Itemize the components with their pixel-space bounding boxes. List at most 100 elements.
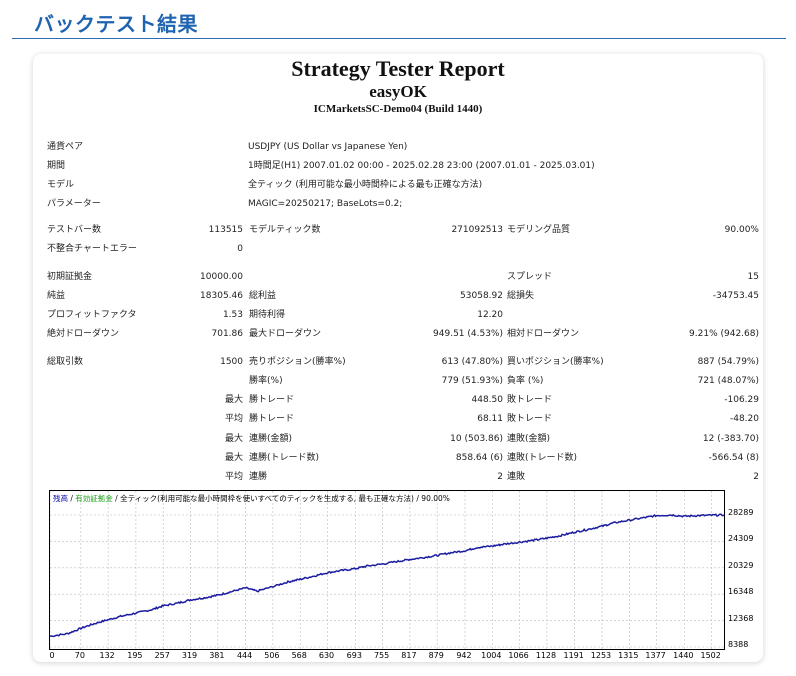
spread-label: スプレッド: [507, 272, 553, 282]
expected-payoff-label: 期待利得: [249, 310, 286, 320]
x-tick-label-24: 1502: [700, 651, 721, 660]
avg-label-2: 平均: [224, 472, 243, 482]
profit-factor-value: 1.53: [222, 310, 243, 320]
consec-win-amount-label: 連勝(金額): [249, 434, 293, 444]
bars-value: 113515: [208, 225, 243, 235]
legend-equity: 有効証拠金: [75, 494, 113, 503]
consec-win-count-value: 858.64 (6): [455, 453, 503, 463]
expected-payoff-value: 12.20: [477, 310, 503, 320]
quality-label: モデリング品質: [507, 225, 571, 235]
rel-drawdown-label: 相対ドローダウン: [507, 329, 580, 339]
x-tick-label-13: 817: [401, 651, 417, 660]
info-value-period: 1時間足(H1) 2007.01.02 00:00 - 2025.02.28 2…: [248, 161, 595, 171]
avg-loss-trade-value: -48.20: [729, 414, 759, 424]
legend-quality: 90.00%: [421, 494, 450, 503]
info-value-model: 全ティック (利用可能な最小時間枠による最も正確な方法): [248, 180, 483, 190]
balance-series-line: [50, 513, 724, 638]
win-streak-label: 連勝: [249, 472, 268, 482]
info-label-period: 期間: [47, 161, 66, 171]
info-value-parameters: MAGIC=20250217; BaseLots=0.2;: [248, 199, 403, 209]
legend-sep-2: /: [112, 494, 121, 503]
x-tick-label-6: 381: [209, 651, 225, 660]
short-positions-value: 613 (47.80%): [441, 357, 503, 367]
y-tick-label-2: 16348: [728, 587, 754, 597]
quality-value: 90.00%: [724, 225, 759, 235]
y-tick-label-3: 20329: [728, 560, 754, 570]
consec-win-count-label: 連勝(トレード数): [249, 453, 320, 463]
consec-loss-count-label: 連敗(トレード数): [507, 453, 578, 463]
server-build: ICMarketsSC-Demo04 (Build 1440): [313, 103, 483, 115]
gross-loss-value: -34753.45: [712, 291, 759, 301]
consec-win-amount-value: 10 (503.86): [450, 434, 503, 444]
max-drawdown-value: 949.51 (4.53%): [433, 329, 503, 339]
avg-win-trade-label: 勝トレード: [249, 414, 295, 424]
legend-sep-3: /: [414, 494, 422, 503]
x-tick-label-14: 879: [428, 651, 444, 660]
avg-label-1: 平均: [224, 414, 243, 424]
max-loss-trade-label: 敗トレード: [507, 395, 553, 405]
legend-balance: 残高: [53, 494, 68, 503]
y-tick-label-0: 8388: [728, 640, 749, 649]
profit-factor-label: プロフィットファクタ: [47, 310, 137, 320]
gross-loss-label: 総損失: [507, 291, 535, 301]
long-positions-label: 買いポジション(勝率%): [507, 357, 604, 367]
max-loss-trade-value: -106.29: [724, 395, 759, 405]
spread-value: 15: [747, 272, 759, 282]
chart-legend: 残高 / 有効証拠金 / 全ティック(利用可能な最小時間枠を使いすべてのティック…: [53, 493, 450, 504]
max-label-2: 最大: [224, 434, 243, 444]
mismatch-label: 不整合チャートエラー: [47, 244, 137, 254]
y-tick-label-5: 28289: [728, 508, 754, 517]
short-positions-label: 売りポジション(勝率%): [249, 357, 346, 367]
info-label-parameters: パラメーター: [47, 199, 101, 209]
long-positions-value: 887 (54.79%): [697, 357, 759, 367]
info-label-symbol: 通貨ペア: [47, 142, 84, 152]
page-title: バックテスト結果: [34, 12, 198, 36]
x-tick-label-8: 506: [264, 651, 280, 660]
x-tick-label-7: 444: [236, 651, 253, 660]
consec-loss-amount-value: 12 (-383.70): [702, 434, 759, 444]
win-rate-value: 779 (51.93%): [441, 376, 503, 386]
max-label-3: 最大: [224, 453, 243, 463]
loss-streak-label: 連敗: [507, 472, 526, 482]
deposit-label: 初期証拠金: [47, 272, 93, 282]
avg-loss-trade-label: 敗トレード: [507, 414, 553, 424]
x-tick-label-18: 1128: [535, 651, 557, 660]
loss-rate-value: 721 (48.07%): [697, 376, 759, 386]
x-tick-label-0: 0: [49, 651, 55, 660]
x-tick-label-11: 693: [346, 651, 362, 660]
report-card: Strategy Tester Report easyOK ICMarketsS…: [33, 54, 763, 662]
mismatch-value: 0: [237, 244, 243, 254]
gross-profit-label: 総利益: [249, 291, 277, 301]
title-divider: [12, 38, 786, 39]
x-tick-label-19: 1191: [563, 651, 584, 660]
x-tick-label-5: 319: [181, 651, 198, 660]
loss-streak-value: 2: [753, 472, 759, 482]
x-tick-label-16: 1004: [481, 651, 502, 660]
abs-drawdown-value: 701.86: [211, 329, 244, 339]
deposit-value: 10000.00: [200, 272, 243, 282]
net-profit-value: 18305.46: [200, 291, 243, 301]
bars-label: テストバー数: [47, 225, 102, 235]
win-streak-value: 2: [497, 472, 503, 482]
max-drawdown-label: 最大ドローダウン: [249, 329, 322, 339]
x-tick-label-22: 1377: [645, 651, 666, 660]
x-tick-label-9: 568: [291, 651, 307, 660]
x-tick-label-17: 1066: [508, 651, 529, 660]
report-title: Strategy Tester Report: [291, 56, 505, 81]
total-trades-value: 1500: [220, 357, 243, 367]
y-tick-label-1: 12368: [728, 613, 754, 623]
max-label-1: 最大: [224, 395, 243, 405]
legend-sep-1: /: [68, 494, 76, 503]
balance-chart: 残高 / 有効証拠金 / 全ティック(利用可能な最小時間枠を使いすべてのティック…: [49, 490, 725, 650]
y-tick-label-4: 24309: [728, 534, 754, 544]
consec-loss-count-value: -566.54 (8): [708, 453, 759, 463]
ticks-value: 271092513: [451, 225, 503, 235]
x-tick-label-23: 1440: [673, 651, 694, 660]
ea-name: easyOK: [369, 82, 427, 101]
avg-win-trade-value: 68.11: [477, 414, 503, 424]
legend-model: 全ティック(利用可能な最小時間枠を使いすべてのティックを生成する, 最も正確な方…: [120, 494, 414, 503]
loss-rate-label: 負率 (%): [507, 376, 544, 386]
total-trades-label: 総取引数: [47, 357, 84, 367]
rel-drawdown-value: 9.21% (942.68): [689, 329, 759, 339]
x-tick-label-1: 70: [74, 651, 85, 660]
